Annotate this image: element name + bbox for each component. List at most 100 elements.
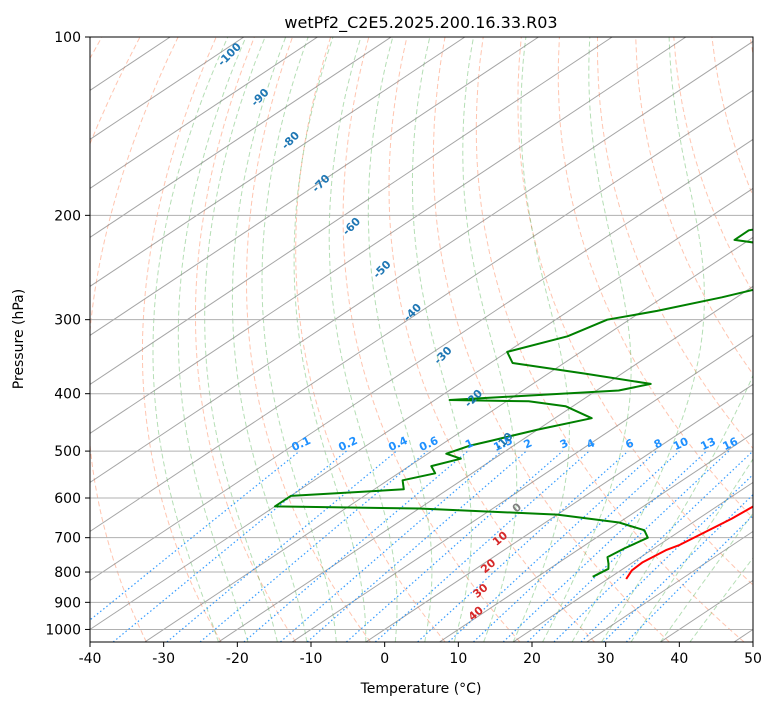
mixing-ratio-line (306, 450, 527, 642)
isotherm-line (144, 236, 753, 642)
moist-adiabat-line (571, 37, 705, 642)
isotherm-label: -50 (370, 258, 393, 281)
dry-adiabat-line (432, 37, 670, 642)
dry-adiabat-line (517, 37, 753, 586)
moist-adiabat-line (328, 37, 398, 642)
mixing-ratio-line (243, 450, 469, 642)
moist-adiabat-line (689, 557, 753, 642)
moist-adiabat-label: 10 (490, 529, 510, 549)
y-tick-label: 800 (54, 565, 81, 581)
mixing-ratio-label: 4 (585, 436, 598, 451)
chart-title: wetPf2_C2E5.2025.200.16.33.R03 (284, 13, 557, 33)
isotherm-line (90, 138, 753, 582)
x-tick-label: -40 (79, 651, 102, 667)
mixing-ratio-line (603, 493, 753, 642)
moist-adiabat-line (261, 37, 337, 642)
moist-adiabat-label: 30 (470, 581, 490, 601)
isotherm-line (90, 37, 466, 287)
moist-adiabat-line (231, 37, 308, 642)
dry-adiabat-line (749, 37, 753, 57)
moist-adiabat-label: 20 (478, 556, 498, 576)
dry-adiabat-line (597, 37, 753, 450)
x-tick-label: 30 (597, 651, 615, 667)
mixing-ratio-line (625, 514, 753, 642)
mixing-ratio-label: 6 (623, 436, 636, 451)
isotherm-label: -60 (340, 215, 363, 238)
isotherm-line (660, 579, 753, 642)
x-tick-label: 50 (744, 651, 762, 667)
x-tick-label: 10 (449, 651, 467, 667)
mixing-ratio-line (112, 450, 347, 642)
isotherm-label: -70 (309, 172, 332, 195)
mixing-ratio-line (553, 450, 753, 642)
isotherm-line (90, 37, 318, 189)
isotherm-line (90, 187, 753, 631)
dry-adiabat-line (195, 37, 297, 642)
y-tick-label: 200 (54, 208, 81, 224)
isotherm-label: -20 (462, 387, 485, 410)
isotherm-line (90, 37, 539, 336)
y-tick-label: 600 (54, 491, 81, 507)
mixing-ratio-line (472, 450, 680, 642)
isotherm-line (512, 481, 753, 642)
dry-adiabat-line (557, 37, 753, 519)
mixing-ratio-label: 16 (721, 435, 741, 453)
mixing-ratio-line (199, 450, 428, 642)
x-tick-label: 20 (523, 651, 541, 667)
y-axis-label: Pressure (hPa) (11, 289, 27, 389)
isotherm-label: -100 (215, 40, 244, 69)
isotherm-line (218, 285, 753, 642)
dry-adiabat-line (90, 37, 179, 642)
y-tick-label: 300 (54, 313, 81, 329)
moist-adiabat-label: 40 (466, 603, 486, 623)
y-tick-label: 700 (54, 531, 81, 547)
moist-adiabat-line (512, 37, 570, 642)
moist-adiabat-line (630, 458, 753, 642)
dry-adiabat-line (0, 37, 64, 642)
y-tick-label: 500 (54, 444, 81, 460)
x-axis-label: Temperature (°C) (360, 681, 482, 697)
isotherm-line (90, 37, 687, 435)
dry-adiabat-line (245, 37, 371, 642)
isotherm-line (90, 40, 753, 484)
isotherm-line (90, 89, 753, 533)
isotherm-line (90, 37, 613, 386)
moist-adiabat-line (152, 37, 229, 642)
plot-frame (89, 36, 754, 643)
mixing-ratio-label: 10 (671, 435, 691, 453)
isotherm-line (439, 432, 753, 642)
y-tick-label: 100 (54, 30, 81, 46)
isotherm-line (733, 628, 753, 642)
dry-adiabat-line (388, 37, 595, 642)
moist-adiabat-line (411, 37, 472, 642)
mixing-ratio-label: 8 (652, 436, 664, 451)
dewpoint-profile-line (273, 228, 753, 578)
moist-adiabat-line (293, 37, 367, 642)
moist-adiabat-line (367, 37, 433, 642)
dry-adiabat-line (673, 37, 753, 294)
mixing-ratio-label: 2 (522, 436, 534, 451)
isotherm-label: -80 (279, 129, 302, 152)
moist-adiabat-line (462, 37, 518, 642)
moist-adiabat-line (660, 512, 753, 642)
dry-adiabat-line (711, 37, 753, 197)
isotherm-label: -90 (248, 86, 271, 109)
moist-adiabat-line (177, 37, 249, 642)
isotherm-line (586, 530, 753, 642)
mixing-ratio-line (417, 450, 629, 642)
mixing-ratio-label: 13 (698, 435, 717, 453)
mixing-ratio-line (346, 450, 563, 642)
mixing-ratio-line (166, 450, 397, 642)
y-tick-label: 400 (54, 387, 81, 403)
dry-adiabat-line (475, 37, 745, 642)
dry-adiabat-line (90, 37, 141, 146)
x-tick-label: -30 (152, 651, 175, 667)
mixing-ratio-line (90, 450, 300, 621)
dry-adiabat-line (635, 37, 753, 376)
x-tick-label: -20 (226, 651, 249, 667)
mixing-ratio-line (374, 450, 590, 642)
isotherm-line (90, 37, 392, 238)
x-tick-label: -10 (300, 651, 323, 667)
mixing-ratio-line (580, 473, 753, 642)
